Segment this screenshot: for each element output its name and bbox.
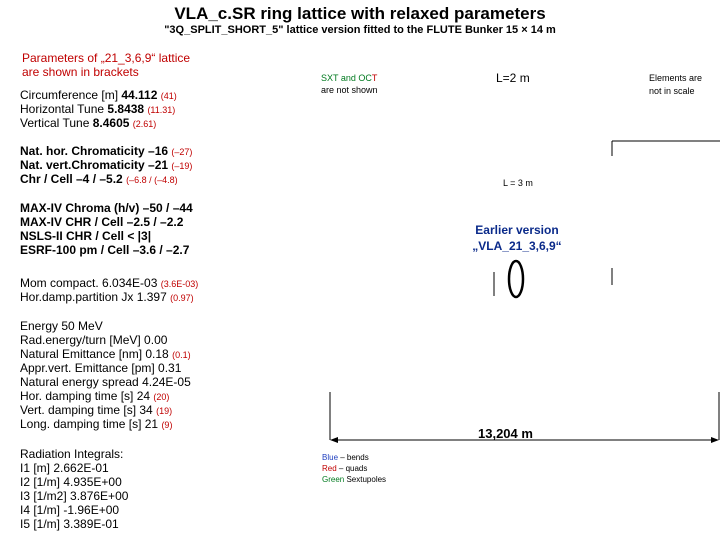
legend-red: Red – quads <box>322 463 386 474</box>
beam-row: Vert. damping time [s] 34 (19) <box>20 403 191 417</box>
legend-blue: Blue – bends <box>322 452 386 463</box>
momcomp-row: Mom compact. 6.034E-03 (3.6E-03) <box>20 276 198 290</box>
beam-row: Rad.energy/turn [MeV] 0.00 <box>20 333 191 347</box>
beam-bracket: (19) <box>156 406 173 416</box>
beam-block: Energy 50 MeV Rad.energy/turn [MeV] 0.00… <box>20 319 191 431</box>
radiation-row: I3 [1/m2] 3.876E+00 <box>20 489 129 503</box>
beam-label: Natural Emittance [nm] 0.18 <box>20 347 169 361</box>
legend-green-desc: Sextupoles <box>344 475 387 484</box>
beam-label: Energy 50 MeV <box>20 319 103 333</box>
beam-row: Appr.vert. Emittance [pm] 0.31 <box>20 361 191 375</box>
radiation-row: I2 [1/m] 4.935E+00 <box>20 475 122 489</box>
hor-tune-row: Horizontal Tune 5.8438 (11.31) <box>20 102 177 116</box>
chromaticity-block: Nat. hor. Chromaticity –16 (–27) Nat. ve… <box>20 144 192 186</box>
comparison-block: MAX-IV Chroma (h/v) –50 / –44 MAX-IV CHR… <box>20 201 193 257</box>
beam-row: Natural Emittance [nm] 0.18 (0.1) <box>20 347 191 361</box>
params-note-line2: are shown in brackets <box>22 65 139 79</box>
beam-label: Long. damping time [s] 21 <box>20 417 159 431</box>
legend-blue-name: Blue <box>322 453 339 462</box>
chrom-cell-bracket: (–6.8 / (–4.8) <box>126 175 178 185</box>
chrom-vert-bracket: (–19) <box>171 161 193 171</box>
params-note-line1: Parameters of „21_3,6,9“ lattice <box>22 51 191 65</box>
radiation-row: I1 [m] 2.662E-01 <box>20 461 109 475</box>
beam-bracket: (0.1) <box>172 350 191 360</box>
chrom-cell-label: Chr / Cell –4 / –5.2 <box>20 172 123 186</box>
momcomp-bracket: (3.6E-03) <box>160 279 199 289</box>
vert-tune-bracket: (2.61) <box>132 119 157 129</box>
sxt-note-oct: T <box>371 73 378 83</box>
damp-partition-row: Hor.damp.partition Jx 1.397 (0.97) <box>20 290 198 304</box>
earlier-ring-shape <box>507 259 525 299</box>
vert-tune-row: Vertical Tune 8.4605 (2.61) <box>20 116 177 130</box>
beam-bracket: (20) <box>153 392 170 402</box>
legend-red-name: Red <box>322 464 337 473</box>
legend-green: Green Sextupoles <box>322 474 386 485</box>
elements-note-line1: Elements are <box>649 73 703 83</box>
dimension-arrowhead-right <box>711 437 719 443</box>
circumference-label: Circumference [m] <box>20 88 122 102</box>
length-2m-label: L=2 m <box>496 71 530 85</box>
beam-label: Natural energy spread 4.24E-05 <box>20 375 191 389</box>
chrom-vert-label: Nat. vert.Chromaticity –21 <box>20 158 169 172</box>
beam-label: Hor. damping time [s] 24 <box>20 389 151 403</box>
beam-label: Appr.vert. Emittance [pm] 0.31 <box>20 361 182 375</box>
circumference-row: Circumference [m] 44.112 (41) <box>20 88 177 102</box>
width-dimension-label: 13,204 m <box>478 426 533 441</box>
radiation-block: Radiation Integrals: I1 [m] 2.662E-01 I2… <box>20 447 128 531</box>
legend-blue-desc: – bends <box>338 453 369 462</box>
hor-tune-bracket: (11.31) <box>147 105 176 115</box>
chrom-hor-label: Nat. hor. Chromaticity –16 <box>20 144 169 158</box>
beam-label: Vert. damping time [s] 34 <box>20 403 153 417</box>
momcomp-label: Mom compact. 6.034E-03 <box>20 276 158 290</box>
circumference-value: 44.112 <box>121 88 158 102</box>
chrom-hor-bracket: (–27) <box>171 147 193 157</box>
beam-row: Energy 50 MeV <box>20 319 191 333</box>
beam-row: Long. damping time [s] 21 (9) <box>20 417 191 431</box>
comparison-row: MAX-IV CHR / Cell –2.5 / –2.2 <box>20 215 184 229</box>
momcomp-block: Mom compact. 6.034E-03 (3.6E-03) Hor.dam… <box>20 276 198 304</box>
radiation-row: I5 [1/m] 3.389E-01 <box>20 517 119 531</box>
elements-note-line2: not in scale <box>649 86 695 96</box>
beam-bracket: (9) <box>161 420 173 430</box>
page-subtitle: "3Q_SPLIT_SHORT_5" lattice version fitte… <box>164 24 556 36</box>
length-3m-label: L = 3 m <box>503 178 533 188</box>
hor-tune-value: 5.8438 <box>107 102 145 116</box>
page-title: VLA_c.SR ring lattice with relaxed param… <box>174 4 546 23</box>
color-legend: Blue – bends Red – quads Green Sextupole… <box>322 452 386 485</box>
sxt-note-text: SXT and OC <box>321 73 372 83</box>
circumference-bracket: (41) <box>160 91 177 101</box>
chromaticity-row: Chr / Cell –4 / –5.2 (–6.8 / (–4.8) <box>20 172 192 186</box>
comparison-row: ESRF-100 pm / Cell –3.6 / –2.7 <box>20 243 190 257</box>
damp-partition-bracket: (0.97) <box>170 293 194 303</box>
beam-row: Natural energy spread 4.24E-05 <box>20 375 191 389</box>
hor-tune-label: Horizontal Tune <box>20 102 108 116</box>
radiation-row: I4 [1/m] -1.96E+00 <box>20 503 120 517</box>
damp-partition-label: Hor.damp.partition Jx 1.397 <box>20 290 167 304</box>
earlier-version: Earlier version „VLA_21_3,6,9“ <box>472 222 562 254</box>
vert-tune-value: 8.4605 <box>92 116 130 130</box>
comparison-row: NSLS-II CHR / Cell < |3| <box>20 229 152 243</box>
beam-row: Hor. damping time [s] 24 (20) <box>20 389 191 403</box>
chromaticity-row: Nat. vert.Chromaticity –21 (–19) <box>20 158 192 172</box>
sxt-note: SXT and OCT are not shown <box>321 72 378 96</box>
vert-tune-label: Vertical Tune <box>20 116 93 130</box>
legend-red-desc: – quads <box>336 464 368 473</box>
earlier-version-line2: „VLA_21_3,6,9“ <box>472 239 562 253</box>
comparison-row: MAX-IV Chroma (h/v) –50 / –44 <box>20 201 193 215</box>
dimension-arrowhead-left <box>330 437 338 443</box>
params-note: Parameters of „21_3,6,9“ lattice are sho… <box>22 51 190 79</box>
radiation-heading: Radiation Integrals: <box>20 447 124 461</box>
elements-note: Elements are not in scale <box>649 72 702 98</box>
sxt-note-line1: SXT and OCT <box>321 72 378 84</box>
earlier-version-line1: Earlier version <box>475 223 559 237</box>
legend-green-name: Green <box>322 475 345 484</box>
beam-label: Rad.energy/turn [MeV] 0.00 <box>20 333 168 347</box>
basic-params: Circumference [m] 44.112 (41) Horizontal… <box>20 88 177 130</box>
sxt-note-line2: are not shown <box>321 85 378 95</box>
chromaticity-row: Nat. hor. Chromaticity –16 (–27) <box>20 144 192 158</box>
